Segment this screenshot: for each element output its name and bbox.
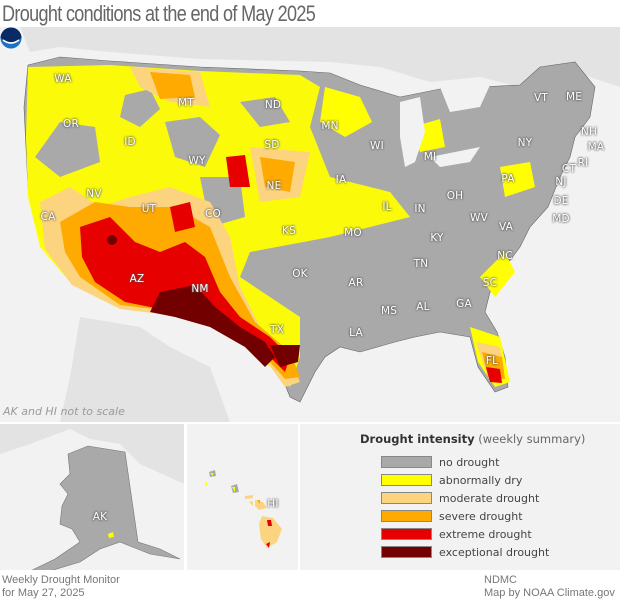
divider — [0, 422, 620, 424]
state-label-tx: TX — [269, 324, 285, 336]
legend-swatch — [381, 528, 432, 540]
state-label-de: DE — [553, 195, 569, 207]
state-label-ks: KS — [282, 225, 296, 237]
state-label-nm: NM — [191, 283, 209, 295]
state-label-ut: UT — [141, 203, 157, 215]
footer-source: Weekly Drought Monitor for May 27, 2025 — [2, 574, 120, 600]
footer-credit-line2: Map by NOAA Climate.gov — [484, 587, 615, 599]
state-label-wi: WI — [370, 140, 384, 152]
state-label-oh: OH — [446, 190, 464, 202]
state-label-fl: FL — [485, 355, 499, 367]
legend-title: Drought intensity (weekly summary) — [360, 432, 585, 446]
state-label-wv: WV — [470, 212, 488, 224]
state-label-co: CO — [205, 208, 221, 220]
state-label-pa: PA — [501, 173, 515, 185]
legend-title-bold: Drought intensity — [360, 432, 475, 446]
state-label-mi: MI — [423, 151, 437, 163]
state-label-nj: NJ — [555, 176, 567, 188]
state-label-md: MD — [552, 213, 570, 225]
state-label-ca: CA — [40, 211, 56, 223]
state-label-ri: RI — [577, 157, 589, 169]
state-label-hi: HI — [267, 498, 279, 510]
legend-swatch — [381, 456, 432, 468]
hawaii-inset: HI — [187, 424, 298, 570]
legend-swatch — [381, 474, 432, 486]
state-label-ar: AR — [348, 277, 364, 289]
state-label-mt: MT — [178, 97, 194, 109]
noaa-logo-icon — [0, 27, 22, 49]
state-label-ak: AK — [92, 511, 108, 523]
state-label-in: IN — [414, 203, 426, 215]
us-map-graphic — [0, 27, 620, 422]
state-label-or: OR — [63, 118, 79, 130]
state-label-nd: ND — [264, 99, 282, 111]
legend-label: severe drought — [439, 509, 523, 523]
page-title: Drought conditions at the end of May 202… — [2, 1, 316, 26]
legend-item-exceptional-drought: exceptional drought — [381, 545, 549, 559]
state-label-ma: MA — [587, 141, 605, 153]
footer-source-line2: for May 27, 2025 — [2, 587, 85, 599]
legend-panel: Drought intensity (weekly summary) no dr… — [300, 424, 620, 570]
legend-label: exceptional drought — [439, 545, 550, 559]
scale-note: AK and HI not to scale — [3, 405, 125, 418]
legend-swatch — [381, 492, 432, 504]
legend-swatch — [381, 510, 432, 522]
state-label-mn: MN — [321, 120, 339, 132]
legend-label: moderate drought — [439, 491, 540, 505]
state-label-vt: VT — [534, 92, 548, 104]
state-label-il: IL — [382, 201, 392, 213]
legend-label: no drought — [439, 455, 500, 469]
state-label-al: AL — [416, 301, 430, 313]
state-label-sd: SD — [264, 139, 280, 151]
state-label-tn: TN — [413, 258, 429, 270]
state-label-ia: IA — [335, 174, 347, 186]
alaska-inset: AK — [0, 424, 184, 570]
legend-title-sub: (weekly summary) — [478, 432, 586, 446]
state-label-ga: GA — [456, 298, 472, 310]
state-label-ok: OK — [292, 268, 308, 280]
legend-item-severe-drought: severe drought — [381, 509, 523, 523]
state-label-wa: WA — [54, 73, 72, 85]
state-label-id: ID — [124, 136, 136, 148]
footer-source-line1: Weekly Drought Monitor — [2, 574, 120, 586]
legend-item-moderate-drought: moderate drought — [381, 491, 539, 505]
state-label-nc: NC — [497, 250, 513, 262]
state-label-nv: NV — [86, 188, 102, 200]
footer-credit: NDMC Map by NOAA Climate.gov — [484, 574, 615, 600]
state-label-nh: NH — [580, 126, 598, 138]
legend-swatch — [381, 546, 432, 558]
state-label-ny: NY — [517, 137, 533, 149]
state-label-az: AZ — [129, 273, 145, 285]
contiguous-us-drought-map: WA OR CA NV ID MT WY UT AZ CO NM ND SD NE KS OK TX MN IA MO… — [0, 27, 620, 422]
state-label-me: ME — [565, 91, 583, 103]
state-label-wy: WY — [188, 155, 206, 167]
state-label-ct: CT — [561, 163, 577, 175]
state-label-ms: MS — [380, 305, 398, 317]
legend-label: extreme drought — [439, 527, 532, 541]
state-label-va: VA — [498, 221, 514, 233]
legend-item-abnormally-dry: abnormally dry — [381, 473, 522, 487]
state-label-mo: MO — [344, 227, 362, 239]
legend-item-no-drought: no drought — [381, 455, 499, 469]
legend-item-extreme-drought: extreme drought — [381, 527, 532, 541]
state-label-la: LA — [349, 327, 363, 339]
legend-label: abnormally dry — [439, 473, 523, 487]
state-label-ky: KY — [430, 232, 444, 244]
state-label-sc: SC — [482, 277, 498, 289]
state-label-ne: NE — [266, 180, 282, 192]
footer-credit-line1: NDMC — [484, 574, 517, 586]
